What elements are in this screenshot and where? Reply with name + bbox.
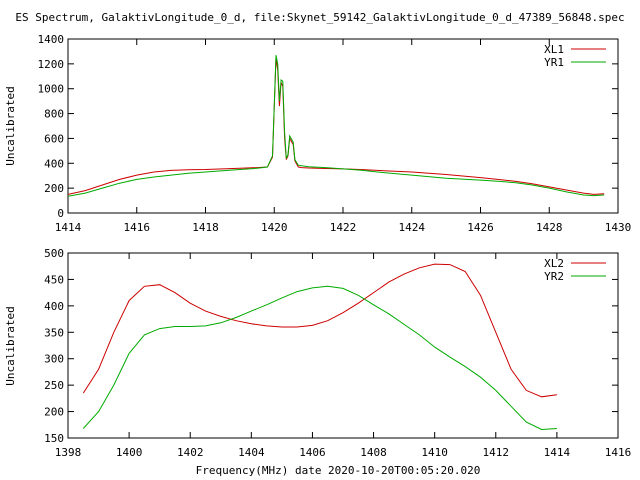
top-ytick-label: 1000	[38, 83, 65, 96]
bottom-xtick-label: 1408	[360, 446, 387, 459]
bottom-xtick-label: 1398	[55, 446, 82, 459]
top-xtick-label: 1418	[192, 221, 219, 234]
top-ytick-label: 200	[44, 182, 64, 195]
top-xtick-label: 1428	[536, 221, 563, 234]
bottom-xticks: 1398 1400 1402 1404 1406 1408 1410 1412 1414 1416	[55, 253, 632, 459]
bottom-ylabel: Uncalibrated	[4, 306, 17, 385]
bottom-panel: 150 200 250 300 350 400 450 500 1398 1400 1402 140…	[4, 247, 631, 459]
top-xtick-label: 1422	[330, 221, 357, 234]
bottom-ytick-label: 400	[44, 300, 64, 313]
bottom-xtick-label: 1412	[483, 446, 510, 459]
series-line-xl2	[82, 263, 557, 398]
top-xtick-label: 1420	[261, 221, 288, 234]
top-xtick-label: 1424	[399, 221, 426, 234]
top-plot-frame	[67, 38, 619, 214]
legend-label-xl2: XL2	[544, 257, 564, 270]
bottom-ytick-label: 200	[44, 406, 64, 419]
series-line-yr2	[82, 285, 557, 431]
bottom-ytick-label: 450	[44, 273, 64, 286]
top-ytick-label: 800	[44, 108, 64, 121]
bottom-xtick-label: 1400	[116, 446, 143, 459]
legend-label-yr2: YR2	[544, 270, 564, 283]
top-xtick-label: 1430	[605, 221, 632, 234]
legend-label-xl1: XL1	[544, 43, 564, 56]
bottom-xtick-label: 1406	[299, 446, 326, 459]
top-ylabel: Uncalibrated	[4, 86, 17, 165]
bottom-series-group	[82, 263, 557, 431]
top-ytick-label: 0	[57, 207, 64, 220]
bottom-xtick-label: 1404	[238, 446, 265, 459]
top-xticks: 1414 1416 1418 1420 1422 1424 1426 1428 1430	[55, 39, 632, 234]
top-ytick-label: 1400	[38, 33, 65, 46]
x-axis-label: Frequency(MHz) date 2020-10-20T00:05:20.…	[196, 464, 481, 477]
bottom-ytick-label: 250	[44, 379, 64, 392]
bottom-xtick-label: 1414	[544, 446, 571, 459]
top-series-group	[67, 55, 605, 197]
legend-label-yr1: YR1	[544, 56, 564, 69]
top-ytick-label: 600	[44, 132, 64, 145]
bottom-ytick-label: 350	[44, 326, 64, 339]
bottom-xtick-label: 1410	[421, 446, 448, 459]
bottom-plot-frame	[67, 252, 619, 439]
series-line-yr1	[67, 55, 605, 197]
bottom-ytick-label: 300	[44, 353, 64, 366]
bottom-xtick-label: 1402	[177, 446, 204, 459]
top-ytick-label: 1200	[38, 58, 65, 71]
top-ytick-label: 400	[44, 157, 64, 170]
top-xtick-label: 1426	[467, 221, 494, 234]
top-yticks: 0 200 400 600 800 1000 1200 1400	[38, 33, 618, 220]
bottom-xtick-label: 1416	[605, 446, 632, 459]
bottom-legend: XL2 YR2	[544, 257, 606, 283]
figure-title: ES Spectrum, GalaktivLongitude_0_d, file…	[15, 11, 624, 24]
bottom-ytick-label: 150	[44, 432, 64, 445]
series-line-xl1	[67, 57, 605, 195]
bottom-ytick-label: 500	[44, 247, 64, 260]
top-xtick-label: 1414	[55, 221, 82, 234]
top-xtick-label: 1416	[124, 221, 151, 234]
bottom-yticks: 150 200 250 300 350 400 450 500	[44, 247, 618, 445]
top-legend: XL1 YR1	[544, 43, 606, 69]
